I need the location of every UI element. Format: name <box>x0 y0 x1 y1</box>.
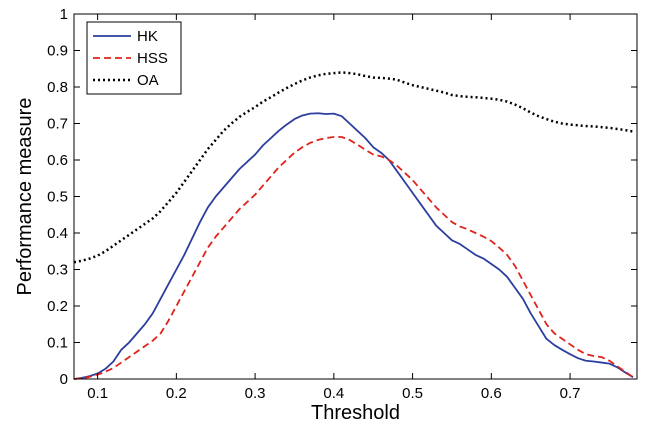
series-line-hk <box>73 112 634 380</box>
series-line-oa <box>73 71 634 264</box>
x-axis-label: Threshold <box>311 402 400 424</box>
x-axis: 0.1 0.2 0.3 0.4 0.5 0.6 0.7 <box>87 14 580 402</box>
y-tick-label: 0.5 <box>47 189 68 206</box>
x-tick-label: 0.4 <box>323 385 344 402</box>
y-tick-label: 0.6 <box>47 152 68 169</box>
y-tick-label: 0.2 <box>47 298 68 315</box>
x-tick-label: 0.6 <box>481 385 502 402</box>
y-tick-label: 0.8 <box>47 79 68 96</box>
y-tick-label: 0 <box>60 371 68 388</box>
x-tick-label: 0.5 <box>402 385 423 402</box>
plot-frame <box>73 13 638 380</box>
y-tick-label: 0.9 <box>47 43 68 60</box>
series-line-hss <box>73 136 634 380</box>
y-tick-label: 0.3 <box>47 262 68 279</box>
y-axis: 0 0.1 0.2 0.3 0.4 0.5 0.6 0.7 0.8 0.9 1 <box>47 6 637 388</box>
legend-label-hk: HK <box>137 28 158 45</box>
x-tick-label: 0.2 <box>166 385 187 402</box>
legend-label-hss: HSS <box>137 50 168 67</box>
x-tick-label: 0.3 <box>245 385 266 402</box>
series-layer <box>73 71 634 380</box>
legend: HK HSS OA <box>86 21 182 95</box>
y-tick-label: 0.4 <box>47 225 68 242</box>
legend-box <box>86 21 182 95</box>
x-tick-label: 0.7 <box>560 385 581 402</box>
legend-label-oa: OA <box>137 72 159 89</box>
y-tick-label: 0.1 <box>47 335 68 352</box>
y-axis-label: Performance measure <box>14 98 36 296</box>
y-tick-label: 1 <box>60 6 68 23</box>
x-tick-label: 0.1 <box>87 385 108 402</box>
y-tick-label: 0.7 <box>47 116 68 133</box>
